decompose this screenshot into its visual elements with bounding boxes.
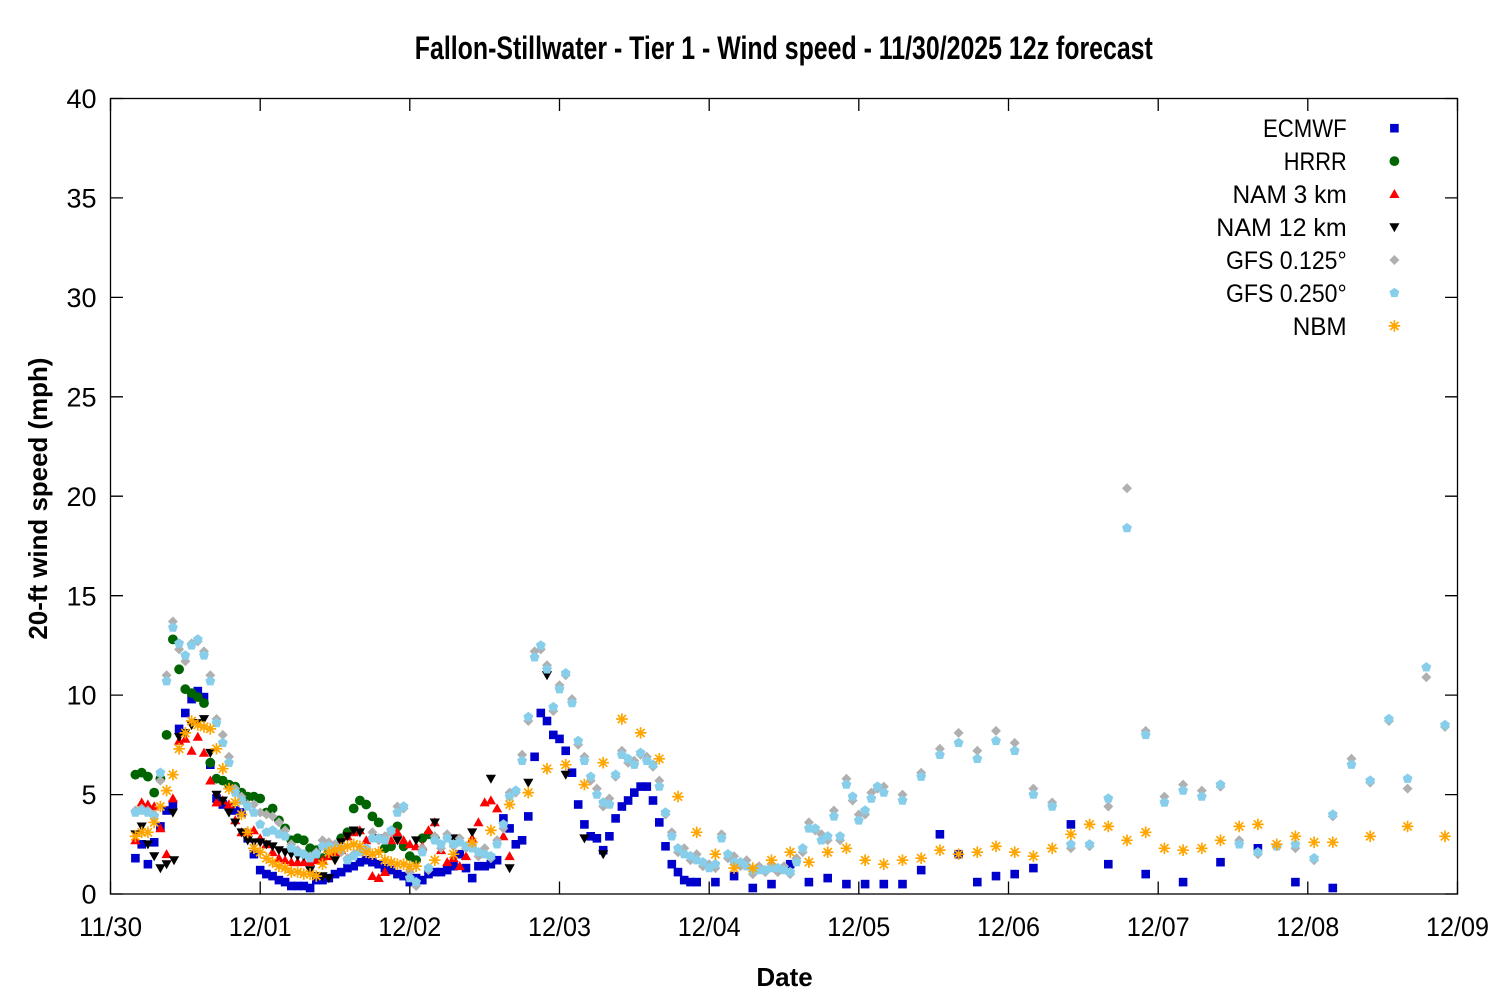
svg-text:15: 15	[66, 581, 96, 611]
svg-text:12/06: 12/06	[977, 912, 1040, 942]
svg-text:12/05: 12/05	[827, 912, 890, 942]
svg-text:NBM: NBM	[1293, 313, 1347, 341]
svg-text:NAM 3 km: NAM 3 km	[1233, 181, 1347, 209]
svg-text:12/02: 12/02	[378, 912, 441, 942]
svg-text:GFS 0.250°: GFS 0.250°	[1226, 280, 1347, 308]
svg-text:12/04: 12/04	[678, 912, 741, 942]
svg-text:10: 10	[66, 681, 96, 711]
svg-text:12/07: 12/07	[1127, 912, 1190, 942]
svg-text:5: 5	[81, 780, 96, 810]
svg-text:20: 20	[66, 482, 96, 512]
svg-text:0: 0	[81, 880, 96, 910]
svg-text:40: 40	[66, 84, 96, 114]
svg-text:30: 30	[66, 283, 96, 313]
svg-text:12/09: 12/09	[1426, 912, 1489, 942]
svg-text:12/01: 12/01	[229, 912, 292, 942]
svg-text:Date: Date	[756, 962, 812, 992]
svg-text:ECMWF: ECMWF	[1263, 115, 1347, 143]
svg-text:GFS 0.125°: GFS 0.125°	[1226, 247, 1347, 275]
svg-text:NAM 12 km: NAM 12 km	[1216, 214, 1346, 242]
svg-text:20-ft wind speed (mph): 20-ft wind speed (mph)	[23, 358, 53, 640]
svg-text:11/30: 11/30	[79, 912, 142, 942]
svg-text:12/08: 12/08	[1276, 912, 1339, 942]
svg-text:Fallon-Stillwater - Tier 1 - W: Fallon-Stillwater - Tier 1 - Wind speed …	[415, 30, 1153, 66]
svg-text:12/03: 12/03	[528, 912, 591, 942]
svg-text:35: 35	[66, 184, 96, 214]
svg-text:HRRR: HRRR	[1284, 148, 1347, 176]
svg-text:25: 25	[66, 382, 96, 412]
